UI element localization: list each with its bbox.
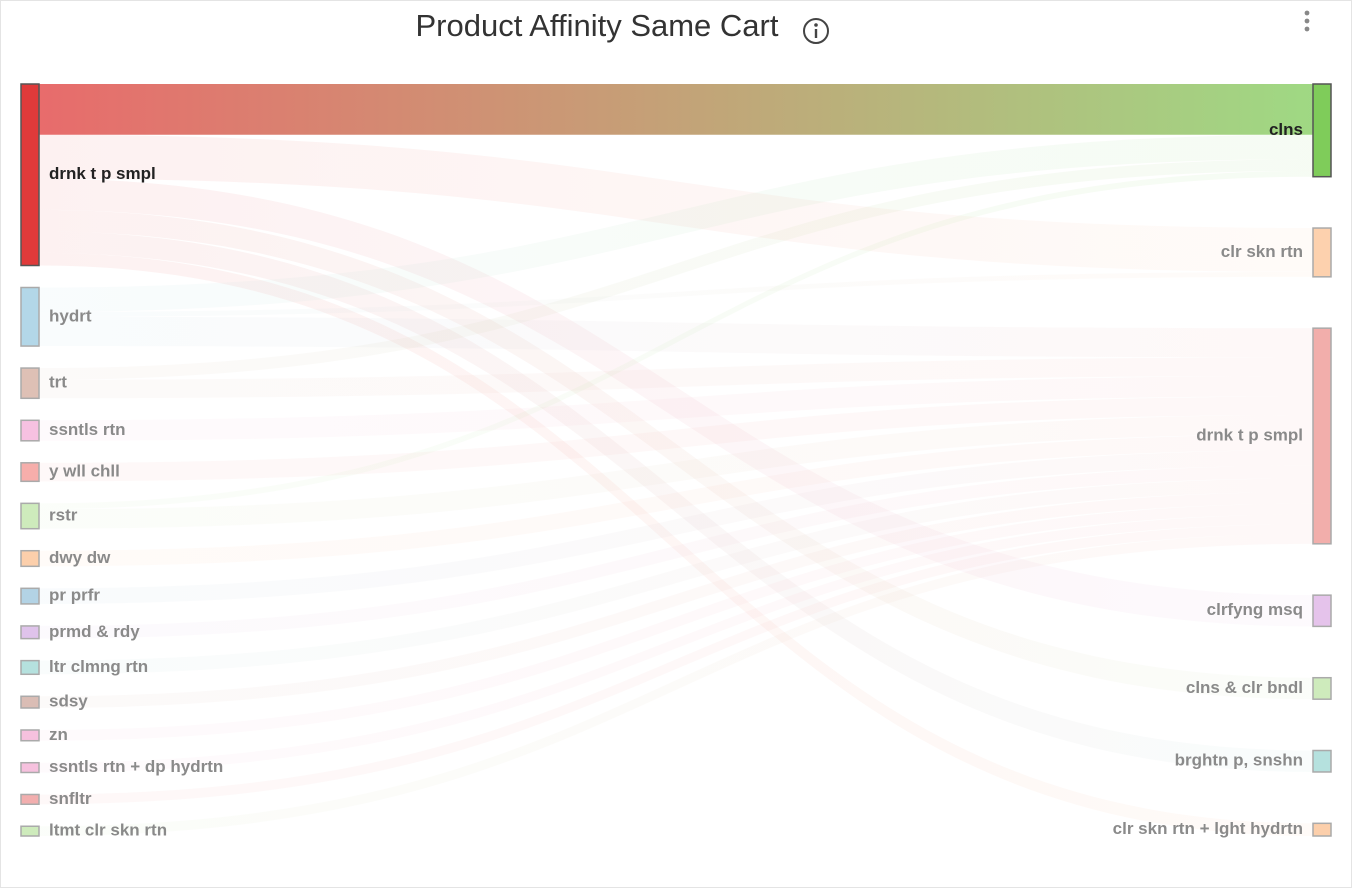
node xyxy=(1312,227,1332,278)
node xyxy=(20,659,40,676)
node-label: y wll chll xyxy=(49,462,120,481)
node xyxy=(20,419,40,442)
nodes: drnk t p smpl hydrt trt ssntls rtn y wll chl… xyxy=(20,83,1332,840)
chart-title: Product Affinity Same Cart xyxy=(416,8,779,43)
link xyxy=(39,271,1313,317)
link xyxy=(39,375,1313,441)
node-label: pr prfr xyxy=(49,586,100,605)
link xyxy=(39,478,1313,675)
node-label: rstr xyxy=(49,506,78,525)
node-label: ltr clmng rtn xyxy=(49,657,148,676)
node xyxy=(1312,83,1332,178)
menu-button[interactable] xyxy=(1304,10,1310,32)
link xyxy=(39,159,1313,380)
node-label: ssntls rtn + dp hydrtn xyxy=(49,757,223,776)
node-label: trt xyxy=(49,373,67,392)
link xyxy=(39,252,1313,837)
node-label: clr skn rtn + lght hydrtn xyxy=(1113,819,1303,838)
node-label: zn xyxy=(49,725,68,744)
node xyxy=(20,587,40,605)
node-label: snfltr xyxy=(49,789,92,808)
node-label: clr skn rtn xyxy=(1221,242,1303,261)
node xyxy=(20,695,40,709)
node xyxy=(1312,749,1332,773)
node xyxy=(20,729,40,742)
link xyxy=(39,524,1313,805)
node xyxy=(1312,676,1332,700)
node-label: hydrt xyxy=(49,306,92,325)
node xyxy=(20,502,40,530)
node xyxy=(1312,594,1332,628)
node-label: clns & clr bndl xyxy=(1186,678,1303,697)
link xyxy=(39,415,1313,529)
info-icon[interactable] xyxy=(803,18,829,44)
node xyxy=(20,625,40,640)
node-label: clrfyng msq xyxy=(1207,600,1303,619)
node xyxy=(20,825,40,837)
link xyxy=(39,209,1313,700)
link xyxy=(39,396,1313,482)
link xyxy=(39,134,1313,272)
node xyxy=(20,462,40,483)
link xyxy=(39,84,1313,135)
link xyxy=(39,450,1313,604)
links xyxy=(39,84,1313,837)
link xyxy=(39,465,1313,639)
node xyxy=(20,367,40,400)
link xyxy=(39,503,1313,741)
node xyxy=(20,286,40,347)
node-label: clns xyxy=(1269,120,1303,139)
link xyxy=(39,170,1313,510)
link xyxy=(39,434,1313,567)
node-label: ltmt clr skn rtn xyxy=(49,821,167,840)
node-label: drnk t p smpl xyxy=(49,164,156,183)
node-label: sdsy xyxy=(49,692,88,711)
link xyxy=(39,134,1313,312)
link xyxy=(39,357,1313,399)
node-label: dwy dw xyxy=(49,548,111,567)
link xyxy=(39,492,1313,708)
node-label: prmd & rdy xyxy=(49,622,140,641)
node xyxy=(20,761,40,774)
node xyxy=(20,549,40,568)
node xyxy=(1312,327,1332,545)
link xyxy=(39,514,1313,773)
node-label: ssntls rtn xyxy=(49,420,126,439)
node-label: brghtn p, snshn xyxy=(1175,751,1303,770)
node xyxy=(20,83,40,267)
node xyxy=(1312,822,1332,837)
node xyxy=(20,793,40,805)
link xyxy=(39,534,1313,836)
node-label: drnk t p smpl xyxy=(1196,425,1303,444)
